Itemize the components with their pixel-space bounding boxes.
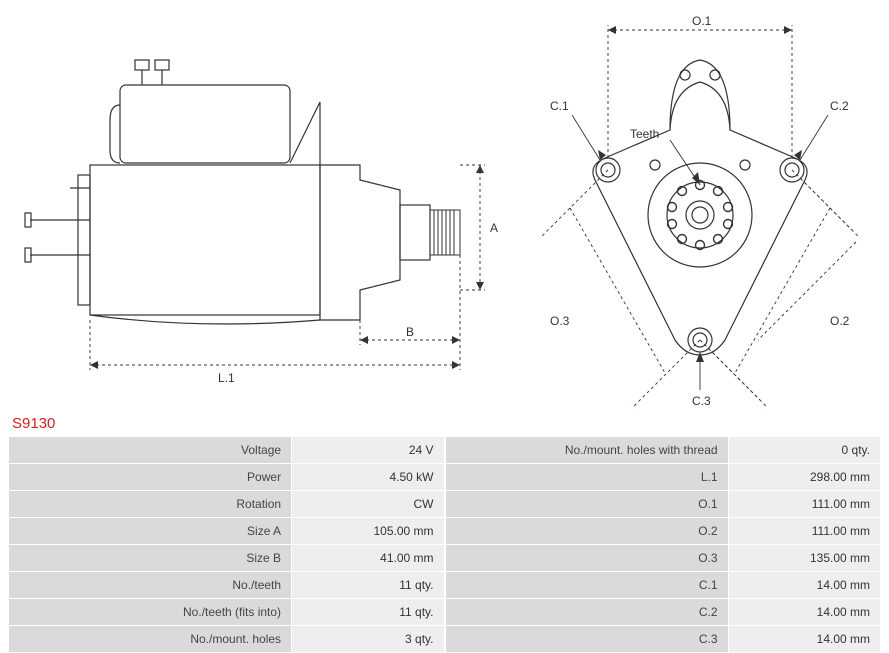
table-row: O.1111.00 mm — [445, 491, 881, 518]
dim-c1-label: C.1 — [550, 99, 569, 113]
spec-label: No./teeth — [9, 572, 292, 599]
spec-label: O.2 — [445, 518, 728, 545]
spec-value: 3 qty. — [292, 626, 444, 653]
spec-label: C.2 — [445, 599, 728, 626]
spec-label: C.1 — [445, 572, 728, 599]
side-view-diagram: A B L.1 — [20, 10, 500, 410]
spec-value: 4.50 kW — [292, 464, 444, 491]
table-row: O.3135.00 mm — [445, 545, 881, 572]
table-row: RotationCW — [9, 491, 445, 518]
dim-o1-label: O.1 — [692, 14, 712, 28]
table-row: No./mount. holes with thread0 qty. — [445, 437, 881, 464]
dim-b-label: B — [406, 325, 414, 339]
spec-value: 41.00 mm — [292, 545, 444, 572]
spec-value: 111.00 mm — [728, 491, 880, 518]
spec-label: Power — [9, 464, 292, 491]
spec-label: Voltage — [9, 437, 292, 464]
spec-value: 105.00 mm — [292, 518, 444, 545]
table-row: No./teeth11 qty. — [9, 572, 445, 599]
table-row: Size B41.00 mm — [9, 545, 445, 572]
spec-value: 14.00 mm — [728, 626, 880, 653]
spec-table-left: Voltage24 VPower4.50 kWRotationCWSize A1… — [8, 436, 445, 653]
spec-label: C.3 — [445, 626, 728, 653]
spec-label: No./mount. holes — [9, 626, 292, 653]
dim-l1-label: L.1 — [218, 371, 235, 385]
table-row: Size A105.00 mm — [9, 518, 445, 545]
spec-label: Rotation — [9, 491, 292, 518]
spec-value: 11 qty. — [292, 599, 444, 626]
dim-a-label: A — [490, 221, 498, 235]
spec-value: 135.00 mm — [728, 545, 880, 572]
dim-o2-label: O.2 — [830, 314, 850, 328]
spec-value: CW — [292, 491, 444, 518]
spec-label: O.3 — [445, 545, 728, 572]
spec-label: No./mount. holes with thread — [445, 437, 728, 464]
spec-label: No./teeth (fits into) — [9, 599, 292, 626]
spec-tables: Voltage24 VPower4.50 kWRotationCWSize A1… — [0, 436, 889, 653]
part-number: S9130 — [0, 410, 889, 436]
table-row: Voltage24 V — [9, 437, 445, 464]
dim-o3-label: O.3 — [550, 314, 570, 328]
dim-c2-label: C.2 — [830, 99, 849, 113]
spec-value: 298.00 mm — [728, 464, 880, 491]
table-row: C.114.00 mm — [445, 572, 881, 599]
spec-value: 14.00 mm — [728, 599, 880, 626]
table-row: O.2111.00 mm — [445, 518, 881, 545]
spec-label: Size B — [9, 545, 292, 572]
table-row: No./mount. holes3 qty. — [9, 626, 445, 653]
table-row: C.314.00 mm — [445, 626, 881, 653]
spec-label: O.1 — [445, 491, 728, 518]
spec-value: 0 qty. — [728, 437, 880, 464]
spec-table-right: No./mount. holes with thread0 qty.L.1298… — [445, 436, 882, 653]
spec-value: 14.00 mm — [728, 572, 880, 599]
table-row: Power4.50 kW — [9, 464, 445, 491]
teeth-label: Teeth — [630, 127, 659, 141]
table-row: C.214.00 mm — [445, 599, 881, 626]
table-row: No./teeth (fits into)11 qty. — [9, 599, 445, 626]
spec-value: 11 qty. — [292, 572, 444, 599]
spec-label: L.1 — [445, 464, 728, 491]
spec-value: 24 V — [292, 437, 444, 464]
diagrams-area: A B L.1 — [0, 0, 889, 410]
spec-label: Size A — [9, 518, 292, 545]
table-row: L.1298.00 mm — [445, 464, 881, 491]
dim-c3-label: C.3 — [692, 394, 711, 408]
front-view-diagram: O.1 O.2 O.3 C.1 C.2 C.3 Teeth — [500, 10, 889, 410]
spec-value: 111.00 mm — [728, 518, 880, 545]
